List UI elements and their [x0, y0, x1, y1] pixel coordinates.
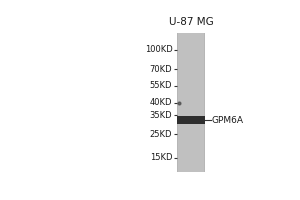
Text: GPM6A: GPM6A: [212, 116, 244, 125]
Bar: [177, 33, 205, 172]
Text: U-87 MG: U-87 MG: [169, 17, 213, 27]
Text: 25KD: 25KD: [150, 130, 172, 139]
Text: 15KD: 15KD: [150, 153, 172, 162]
Bar: [204, 33, 205, 172]
Bar: [177, 116, 205, 124]
Text: 70KD: 70KD: [150, 65, 172, 74]
Text: 55KD: 55KD: [150, 81, 172, 90]
Text: 40KD: 40KD: [150, 98, 172, 107]
Bar: [177, 33, 178, 172]
Text: 100KD: 100KD: [145, 45, 172, 54]
Text: 35KD: 35KD: [150, 111, 172, 120]
